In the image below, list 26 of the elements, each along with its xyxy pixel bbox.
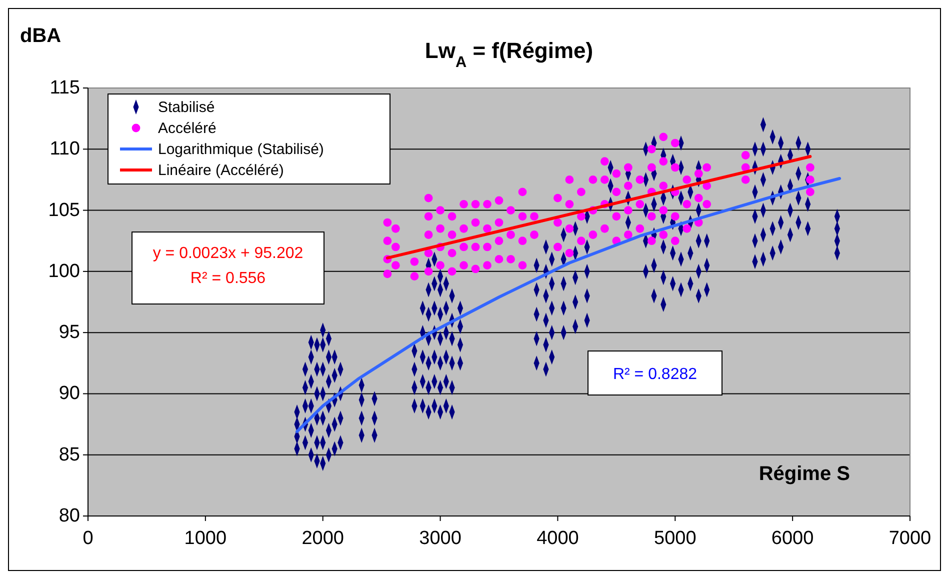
legend-label: Logarithmique (Stabilisé) (158, 140, 324, 158)
y-tick-label: 110 (50, 138, 80, 160)
y-tick-label: 105 (48, 200, 80, 221)
y-tick-label: 115 (50, 78, 80, 98)
x-axis-title: Régime S (758, 463, 850, 485)
x-tick-label: 0 (82, 528, 94, 549)
legend-label: Accéléré (158, 120, 216, 136)
y-tick-label: 85 (58, 444, 80, 466)
x-tick-label: 4000 (536, 528, 579, 549)
y-tick-label: 100 (48, 260, 80, 282)
y-axis-title: dBA (20, 25, 62, 47)
x-tick-label: 2000 (302, 528, 344, 549)
y-tick-label: 80 (58, 506, 80, 526)
annotation: R² = 0.8282 (612, 366, 698, 383)
x-tick-label: 7000 (888, 528, 932, 549)
x-tick-label: 5000 (654, 528, 696, 549)
x-tick-label: 6000 (771, 528, 814, 549)
y-tick-label: 95 (58, 322, 80, 344)
annotation: R² = 0.556 (190, 270, 266, 287)
x-tick-label: 3000 (419, 528, 462, 549)
legend-label: Linéaire (Accéléré) (158, 162, 284, 178)
chart-title: Lw$_{A}$ = f(Régime) (424, 38, 594, 70)
y-tick-label: 90 (58, 383, 80, 404)
x-tick-label: 1000 (184, 528, 227, 549)
annotation: y = 0.0023x + 95.202 (152, 245, 304, 262)
legend-label: Stabilisé (158, 98, 215, 116)
